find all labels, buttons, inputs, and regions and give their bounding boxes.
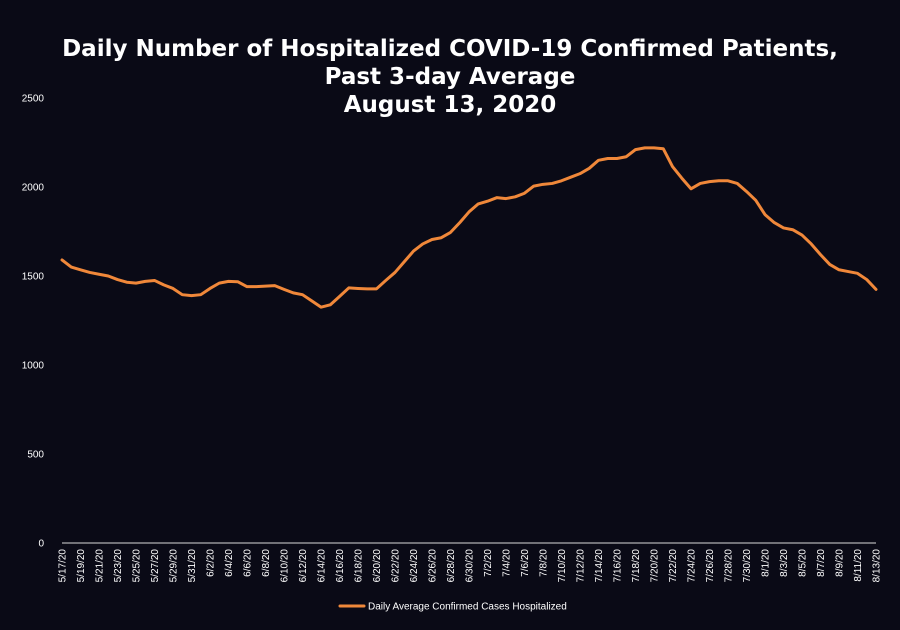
- x-tick-label: 7/6/20: [520, 549, 531, 577]
- y-tick-label: 2500: [22, 94, 45, 105]
- x-tick-label: 7/26/20: [705, 549, 716, 583]
- x-tick-label: 5/17/20: [58, 549, 69, 583]
- x-tick-label: 7/14/20: [594, 549, 605, 583]
- x-tick-label: 6/14/20: [317, 549, 328, 583]
- x-axis-tick-labels: 5/17/20 5/19/20 5/21/20 5/23/20 5/25/20 5/27/…: [58, 549, 883, 583]
- x-tick-label: 8/1/20: [761, 549, 772, 577]
- x-tick-label: 7/20/20: [650, 549, 661, 583]
- x-tick-label: 6/2/20: [206, 549, 217, 577]
- y-tick-label: 0: [38, 539, 44, 550]
- x-tick-label: 7/28/20: [724, 549, 735, 583]
- series-line: [60, 146, 878, 309]
- x-tick-label: 7/30/20: [742, 549, 753, 583]
- x-tick-label: 8/11/20: [853, 549, 864, 582]
- chart-title-line: Daily Number of Hospitalized COVID-19 Co…: [62, 36, 838, 62]
- y-axis-tick-labels: 0 500 1000 1500 2000 2500: [22, 94, 45, 550]
- chart-title-line: Past 3-day Average: [325, 64, 576, 90]
- x-tick-label: 7/10/20: [557, 549, 568, 583]
- x-tick-label: 5/31/20: [187, 549, 198, 583]
- x-tick-label: 5/29/20: [169, 549, 180, 583]
- x-tick-label: 7/22/20: [668, 549, 679, 583]
- x-tick-label: 6/10/20: [280, 549, 291, 583]
- x-tick-label: 5/27/20: [150, 549, 161, 583]
- x-tick-label: 6/28/20: [446, 549, 457, 583]
- x-tick-label: 8/13/20: [872, 549, 883, 583]
- x-tick-label: 7/16/20: [613, 549, 624, 583]
- x-tick-label: 6/22/20: [391, 549, 402, 583]
- x-tick-label: 6/30/20: [465, 549, 476, 583]
- series-group: [60, 146, 878, 309]
- x-tick-label: 6/4/20: [224, 549, 235, 577]
- x-tick-label: 6/18/20: [354, 549, 365, 583]
- y-tick-label: 1000: [22, 361, 45, 372]
- chart-title-line: August 13, 2020: [344, 92, 556, 118]
- y-tick-label: 500: [27, 450, 44, 461]
- legend-label: Daily Average Confirmed Cases Hospitaliz…: [368, 602, 567, 613]
- x-tick-label: 6/24/20: [409, 549, 420, 583]
- x-tick-label: 5/23/20: [113, 549, 124, 583]
- x-tick-label: 8/5/20: [798, 549, 809, 577]
- x-tick-label: 6/20/20: [372, 549, 383, 583]
- x-tick-label: 8/3/20: [779, 549, 790, 577]
- x-tick-label: 7/24/20: [687, 549, 698, 583]
- x-tick-label: 5/25/20: [132, 549, 143, 583]
- x-tick-label: 5/19/20: [76, 549, 87, 583]
- x-tick-label: 5/21/20: [95, 549, 106, 583]
- chart-title: Daily Number of Hospitalized COVID-19 Co…: [62, 36, 838, 118]
- legend: Daily Average Confirmed Cases Hospitaliz…: [338, 602, 567, 613]
- x-tick-label: 6/16/20: [335, 549, 346, 583]
- x-tick-label: 6/12/20: [298, 549, 309, 583]
- y-tick-label: 1500: [22, 272, 45, 283]
- x-tick-label: 8/7/20: [816, 549, 827, 577]
- x-tick-label: 7/4/20: [502, 549, 513, 577]
- x-tick-label: 8/9/20: [835, 549, 846, 577]
- x-tick-label: 7/12/20: [576, 549, 587, 583]
- x-tick-label: 6/8/20: [261, 549, 272, 577]
- x-tick-label: 7/18/20: [631, 549, 642, 583]
- x-tick-label: 7/8/20: [539, 549, 550, 577]
- x-tick-label: 6/6/20: [243, 549, 254, 577]
- x-tick-label: 6/26/20: [428, 549, 439, 583]
- y-tick-label: 2000: [22, 183, 45, 194]
- x-tick-label: 7/2/20: [483, 549, 494, 577]
